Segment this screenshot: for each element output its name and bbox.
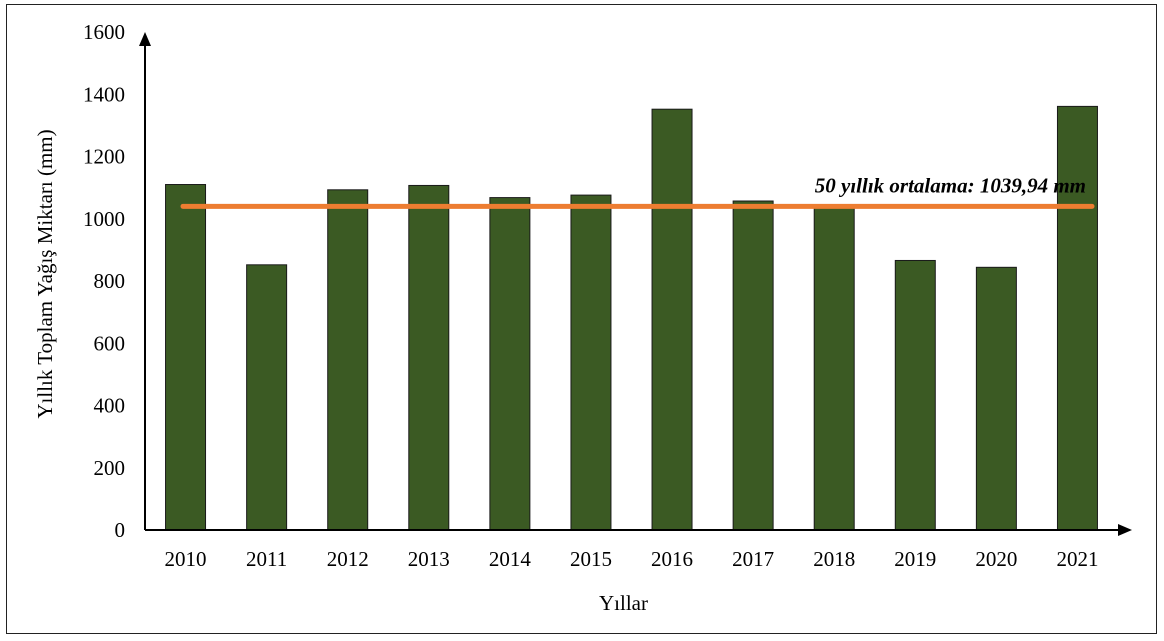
x-tick-label-2020: 2020: [975, 547, 1017, 571]
y-tick-label-200: 200: [94, 456, 126, 480]
x-tick-label-2019: 2019: [894, 547, 936, 571]
axes-layer: [139, 32, 1132, 536]
y-axis-arrow: [139, 32, 151, 46]
x-tick-label-2014: 2014: [489, 547, 532, 571]
x-tick-label-2021: 2021: [1056, 547, 1098, 571]
y-tick-label-1600: 1600: [83, 20, 125, 44]
y-tick-label-1200: 1200: [83, 145, 125, 169]
average-reference-label: 50 yıllık ortalama: 1039,94 mm: [815, 173, 1086, 197]
y-tick-label-0: 0: [115, 518, 126, 542]
y-tick-labels: 0 200 400 600 800 1000 1200 1400 1600: [83, 20, 125, 542]
y-tick-label-600: 600: [94, 331, 126, 355]
x-tick-labels: 2010 2011 2012 2013 2014 2015 2016 2017 2018 2019…: [165, 547, 1099, 571]
bar-2018: [813, 206, 855, 531]
bar-2011: [246, 264, 288, 531]
x-axis-title: Yıllar: [599, 591, 648, 615]
bar-2016: [651, 108, 693, 531]
y-tick-label-1000: 1000: [83, 207, 125, 231]
x-tick-label-2013: 2013: [408, 547, 450, 571]
bar-2021: [1056, 105, 1098, 531]
bar-2015: [570, 194, 612, 531]
x-tick-label-2010: 2010: [165, 547, 207, 571]
bar-2012: [327, 189, 369, 531]
bar-2010: [165, 184, 207, 531]
bar-2020: [975, 266, 1017, 531]
x-tick-label-2016: 2016: [651, 547, 693, 571]
y-axis-title: Yıllık Toplam Yağış Miktarı (mm): [33, 129, 57, 418]
x-axis-arrow: [1118, 524, 1132, 536]
bar-2019: [894, 259, 936, 531]
bar-2017: [732, 200, 774, 531]
bar-2013: [408, 184, 450, 531]
bars-layer: [165, 105, 1098, 531]
y-tick-label-1400: 1400: [83, 82, 125, 106]
x-tick-label-2012: 2012: [327, 547, 369, 571]
y-tick-label-800: 800: [94, 269, 126, 293]
x-tick-label-2011: 2011: [246, 547, 287, 571]
bar-2014: [489, 197, 531, 531]
x-tick-label-2015: 2015: [570, 547, 612, 571]
x-tick-label-2018: 2018: [813, 547, 855, 571]
y-tick-label-400: 400: [94, 394, 126, 418]
x-tick-label-2017: 2017: [732, 547, 774, 571]
